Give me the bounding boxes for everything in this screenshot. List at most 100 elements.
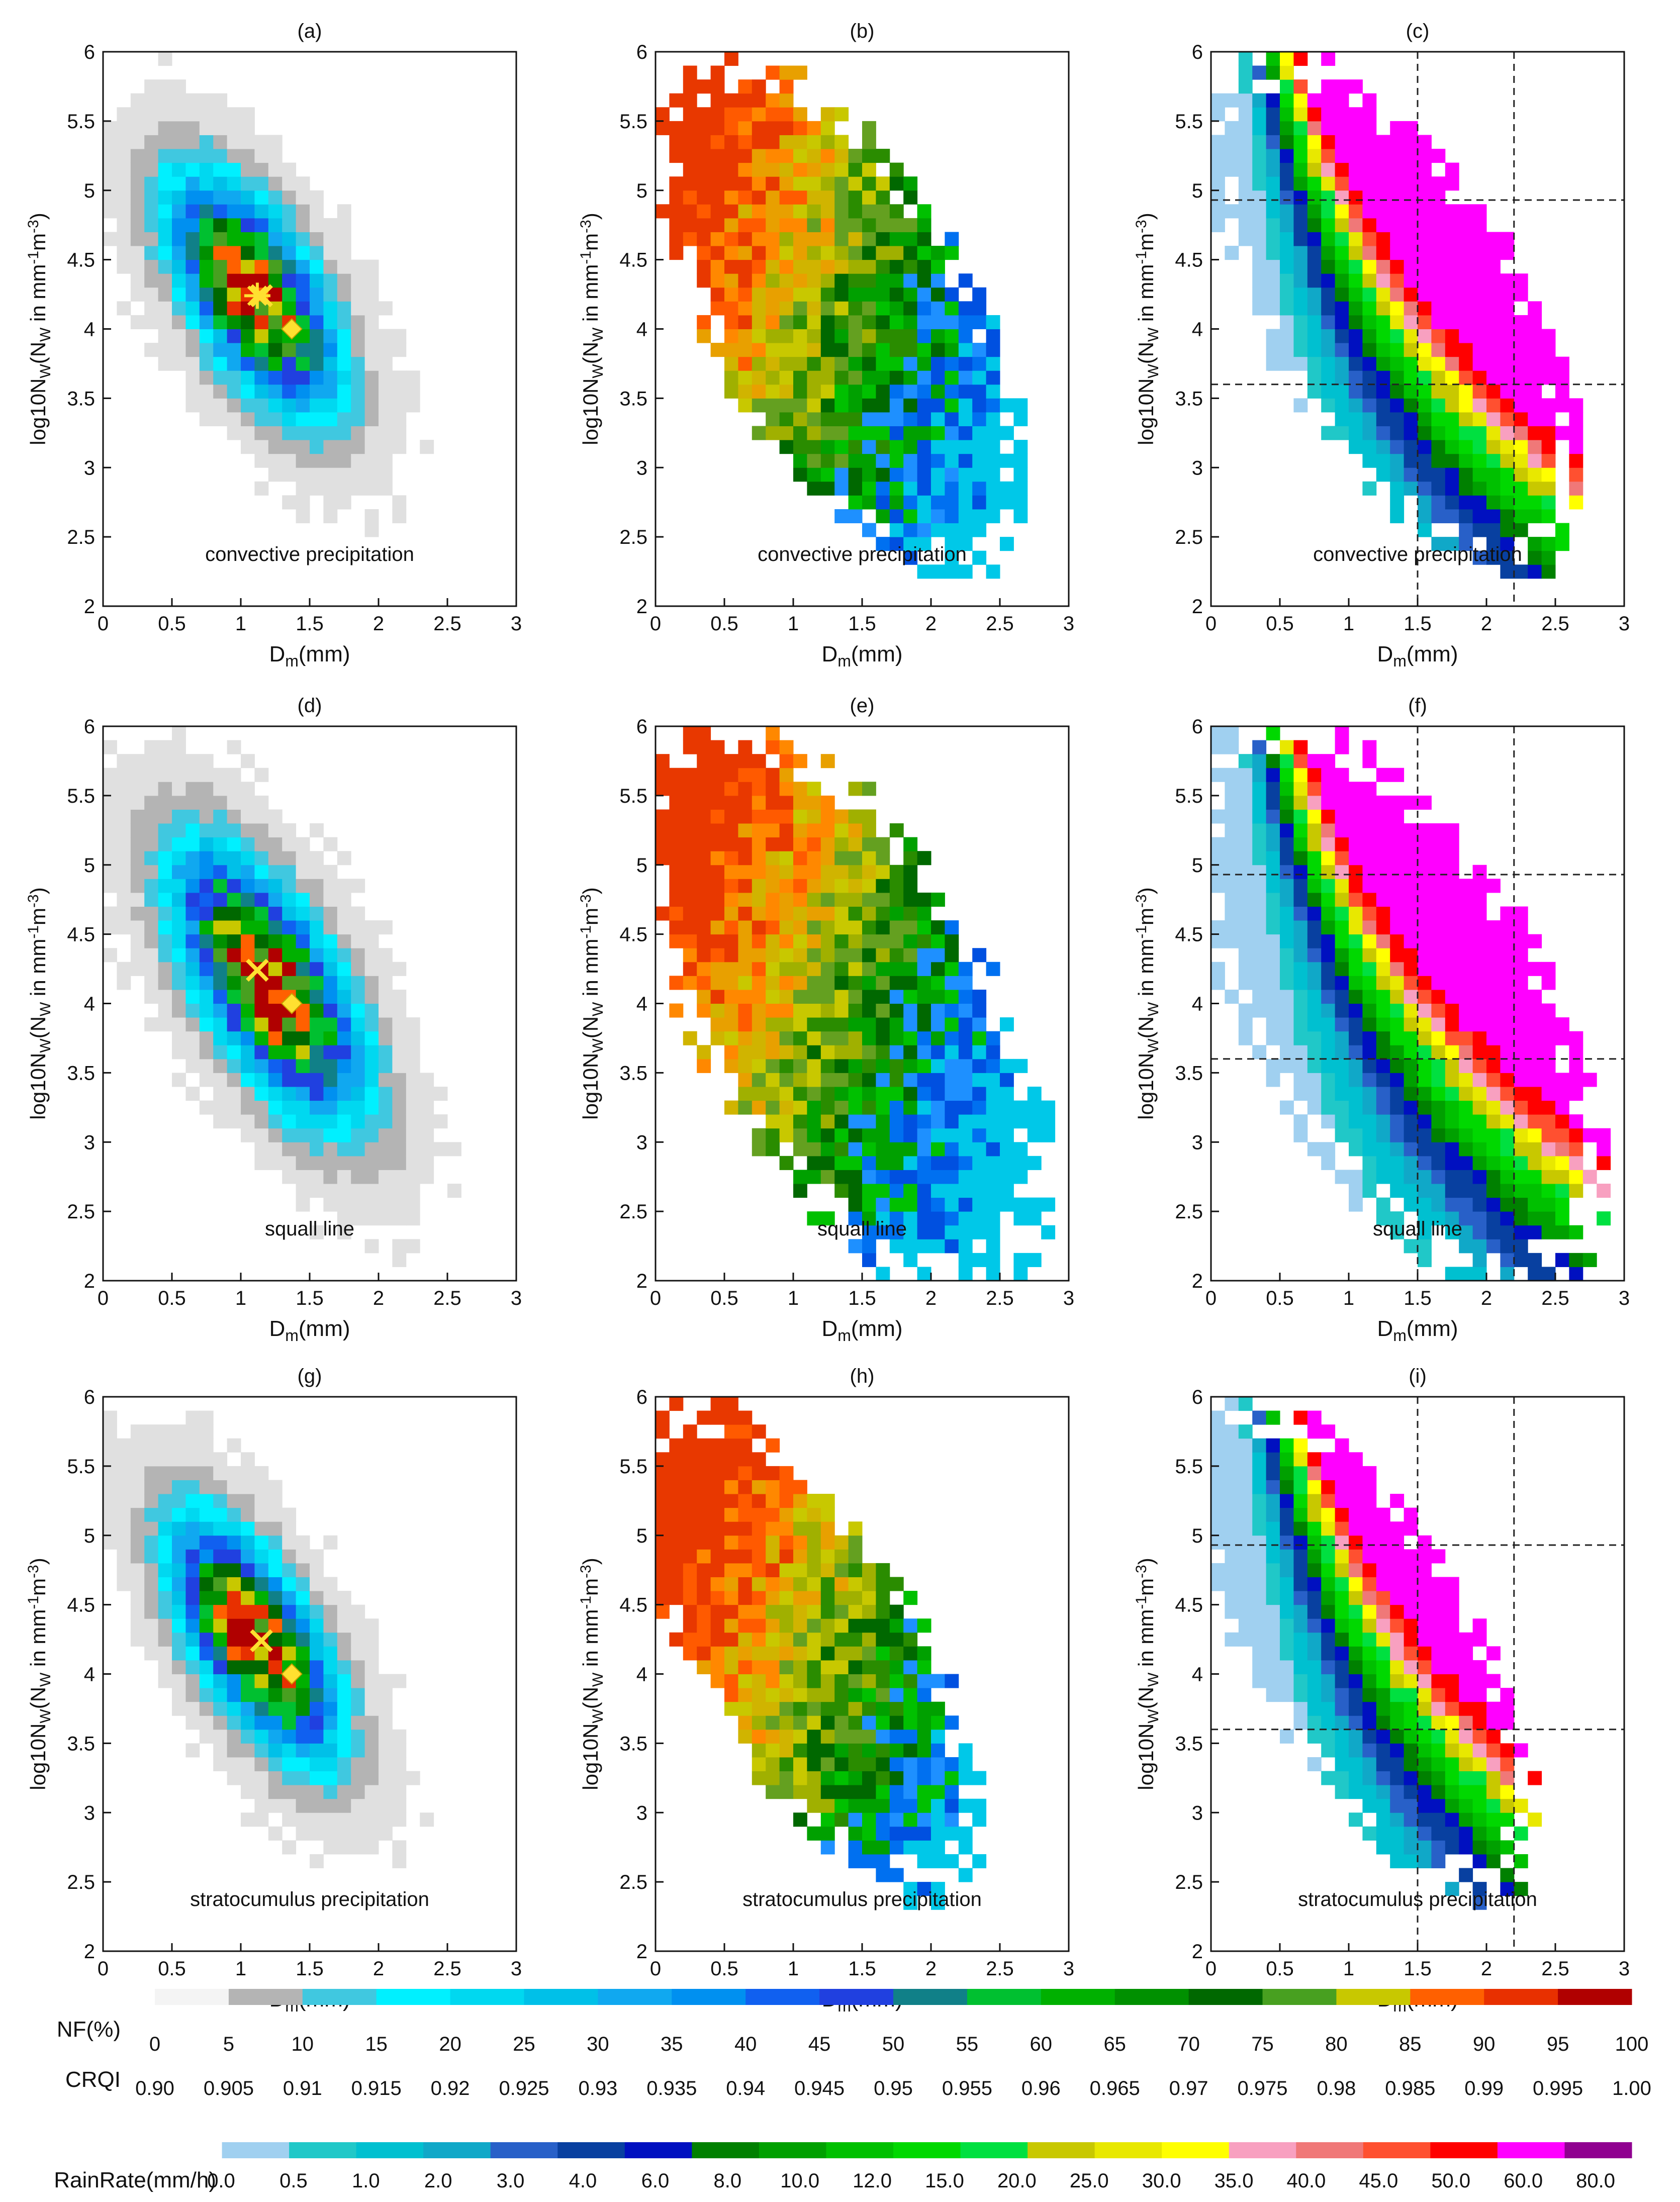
heatmap-cell — [1376, 1211, 1390, 1226]
heatmap-cell — [144, 190, 159, 205]
heatmap-cell — [282, 1156, 297, 1170]
heatmap-cell — [1293, 754, 1308, 769]
heatmap-cell — [144, 218, 159, 232]
heatmap-cell — [834, 481, 849, 496]
heatmap-cell — [834, 1017, 849, 1032]
heatmap-cell — [779, 1114, 794, 1129]
heatmap-cell — [254, 1142, 269, 1157]
heatmap-cell — [213, 149, 228, 163]
heatmap-cell — [1307, 1535, 1322, 1550]
heatmap-cell — [420, 1812, 434, 1827]
heatmap-cell — [1472, 398, 1487, 413]
heatmap-cell — [1252, 1660, 1267, 1674]
heatmap-cell — [213, 246, 228, 260]
heatmap-cell — [1293, 329, 1308, 343]
heatmap-cell — [1486, 273, 1501, 288]
heatmap-cell — [185, 920, 200, 935]
heatmap-cell — [1376, 453, 1390, 468]
heatmap-cell — [254, 906, 269, 921]
heatmap-cell — [227, 1521, 241, 1536]
heatmap-cell — [738, 301, 753, 316]
heatmap-cell — [323, 892, 338, 907]
heatmap-cell — [848, 149, 863, 163]
heatmap-cell — [1335, 782, 1349, 796]
heatmap-cell — [282, 1715, 297, 1730]
heatmap-cell — [1335, 809, 1349, 824]
heatmap-cell — [1486, 1100, 1501, 1115]
x-tick-label: 2.5 — [986, 1287, 1014, 1309]
heatmap-cell — [213, 384, 228, 399]
heatmap-cell — [958, 1253, 973, 1267]
heatmap-cell — [903, 1840, 918, 1855]
heatmap-cell — [241, 356, 255, 371]
heatmap-cell — [972, 550, 987, 565]
heatmap-cell — [1293, 135, 1308, 149]
heatmap-cell — [1376, 259, 1390, 274]
heatmap-cell — [1027, 1086, 1042, 1101]
x-label-sub: m — [837, 652, 851, 670]
heatmap-cell — [364, 920, 379, 935]
heatmap-cell — [392, 1253, 407, 1267]
heatmap-cell — [103, 837, 117, 851]
heatmap-cell — [337, 1688, 351, 1702]
heatmap-cell — [848, 356, 863, 371]
heatmap-cell — [310, 892, 324, 907]
heatmap-cell — [1211, 149, 1225, 163]
heatmap-cell — [697, 1045, 711, 1060]
heatmap-cell — [1418, 176, 1432, 191]
heatmap-cell — [296, 287, 310, 302]
heatmap-cell — [793, 906, 807, 921]
heatmap-cell — [1293, 107, 1308, 122]
heatmap-cell — [1266, 976, 1280, 990]
heatmap-cell — [1459, 934, 1473, 948]
heatmap-cell — [903, 259, 918, 274]
heatmap-cell — [1528, 537, 1542, 551]
heatmap-cell — [1500, 370, 1515, 385]
heatmap-cell — [972, 481, 987, 496]
heatmap-cell — [903, 1632, 918, 1647]
heatmap-cell — [144, 176, 159, 191]
heatmap-cell — [227, 1674, 241, 1688]
heatmap-cell — [351, 301, 365, 316]
heatmap-cell — [669, 823, 684, 838]
heatmap-cell — [1252, 273, 1267, 288]
heatmap-cell — [1335, 768, 1349, 782]
heatmap-cell — [1252, 93, 1267, 108]
heatmap-cell — [1321, 329, 1336, 343]
x-tick-label: 2.5 — [433, 1958, 461, 1980]
heatmap-cell — [103, 149, 117, 163]
heatmap-cell — [1390, 135, 1405, 149]
heatmap-cell — [972, 1086, 987, 1101]
heatmap-cell — [1569, 440, 1583, 454]
heatmap-cell — [1390, 343, 1405, 357]
heatmap-cell — [1431, 948, 1446, 963]
heatmap-cell — [834, 865, 849, 879]
heatmap-cell — [351, 1798, 365, 1813]
heatmap-cell — [185, 1480, 200, 1494]
heatmap-cell — [1472, 232, 1487, 246]
heatmap-cell — [1211, 920, 1225, 935]
heatmap-cell — [1252, 768, 1267, 782]
x-tick-label: 0 — [98, 1958, 109, 1980]
heatmap-cell — [876, 1100, 890, 1115]
heatmap-cell — [710, 343, 725, 357]
heatmap-cell — [834, 1003, 849, 1018]
heatmap-cell — [185, 107, 200, 122]
heatmap-cell — [807, 1715, 821, 1730]
heatmap-cell — [683, 1494, 697, 1508]
heatmap-cell — [1362, 329, 1377, 343]
heatmap-cell — [144, 343, 159, 357]
heatmap-cell — [1335, 976, 1349, 990]
heatmap-cell — [848, 1211, 863, 1226]
heatmap-cell — [158, 343, 172, 357]
heatmap-cell — [697, 1521, 711, 1536]
heatmap-cell — [876, 976, 890, 990]
heatmap-cell — [1307, 1729, 1322, 1744]
heatmap-cell — [1000, 1100, 1014, 1115]
heatmap-cell — [172, 795, 186, 810]
heatmap-cell — [779, 370, 794, 385]
heatmap-cell — [1541, 495, 1556, 510]
heatmap-cell — [820, 1563, 835, 1577]
heatmap-cell — [1514, 1156, 1528, 1170]
heatmap-cell — [931, 440, 945, 454]
